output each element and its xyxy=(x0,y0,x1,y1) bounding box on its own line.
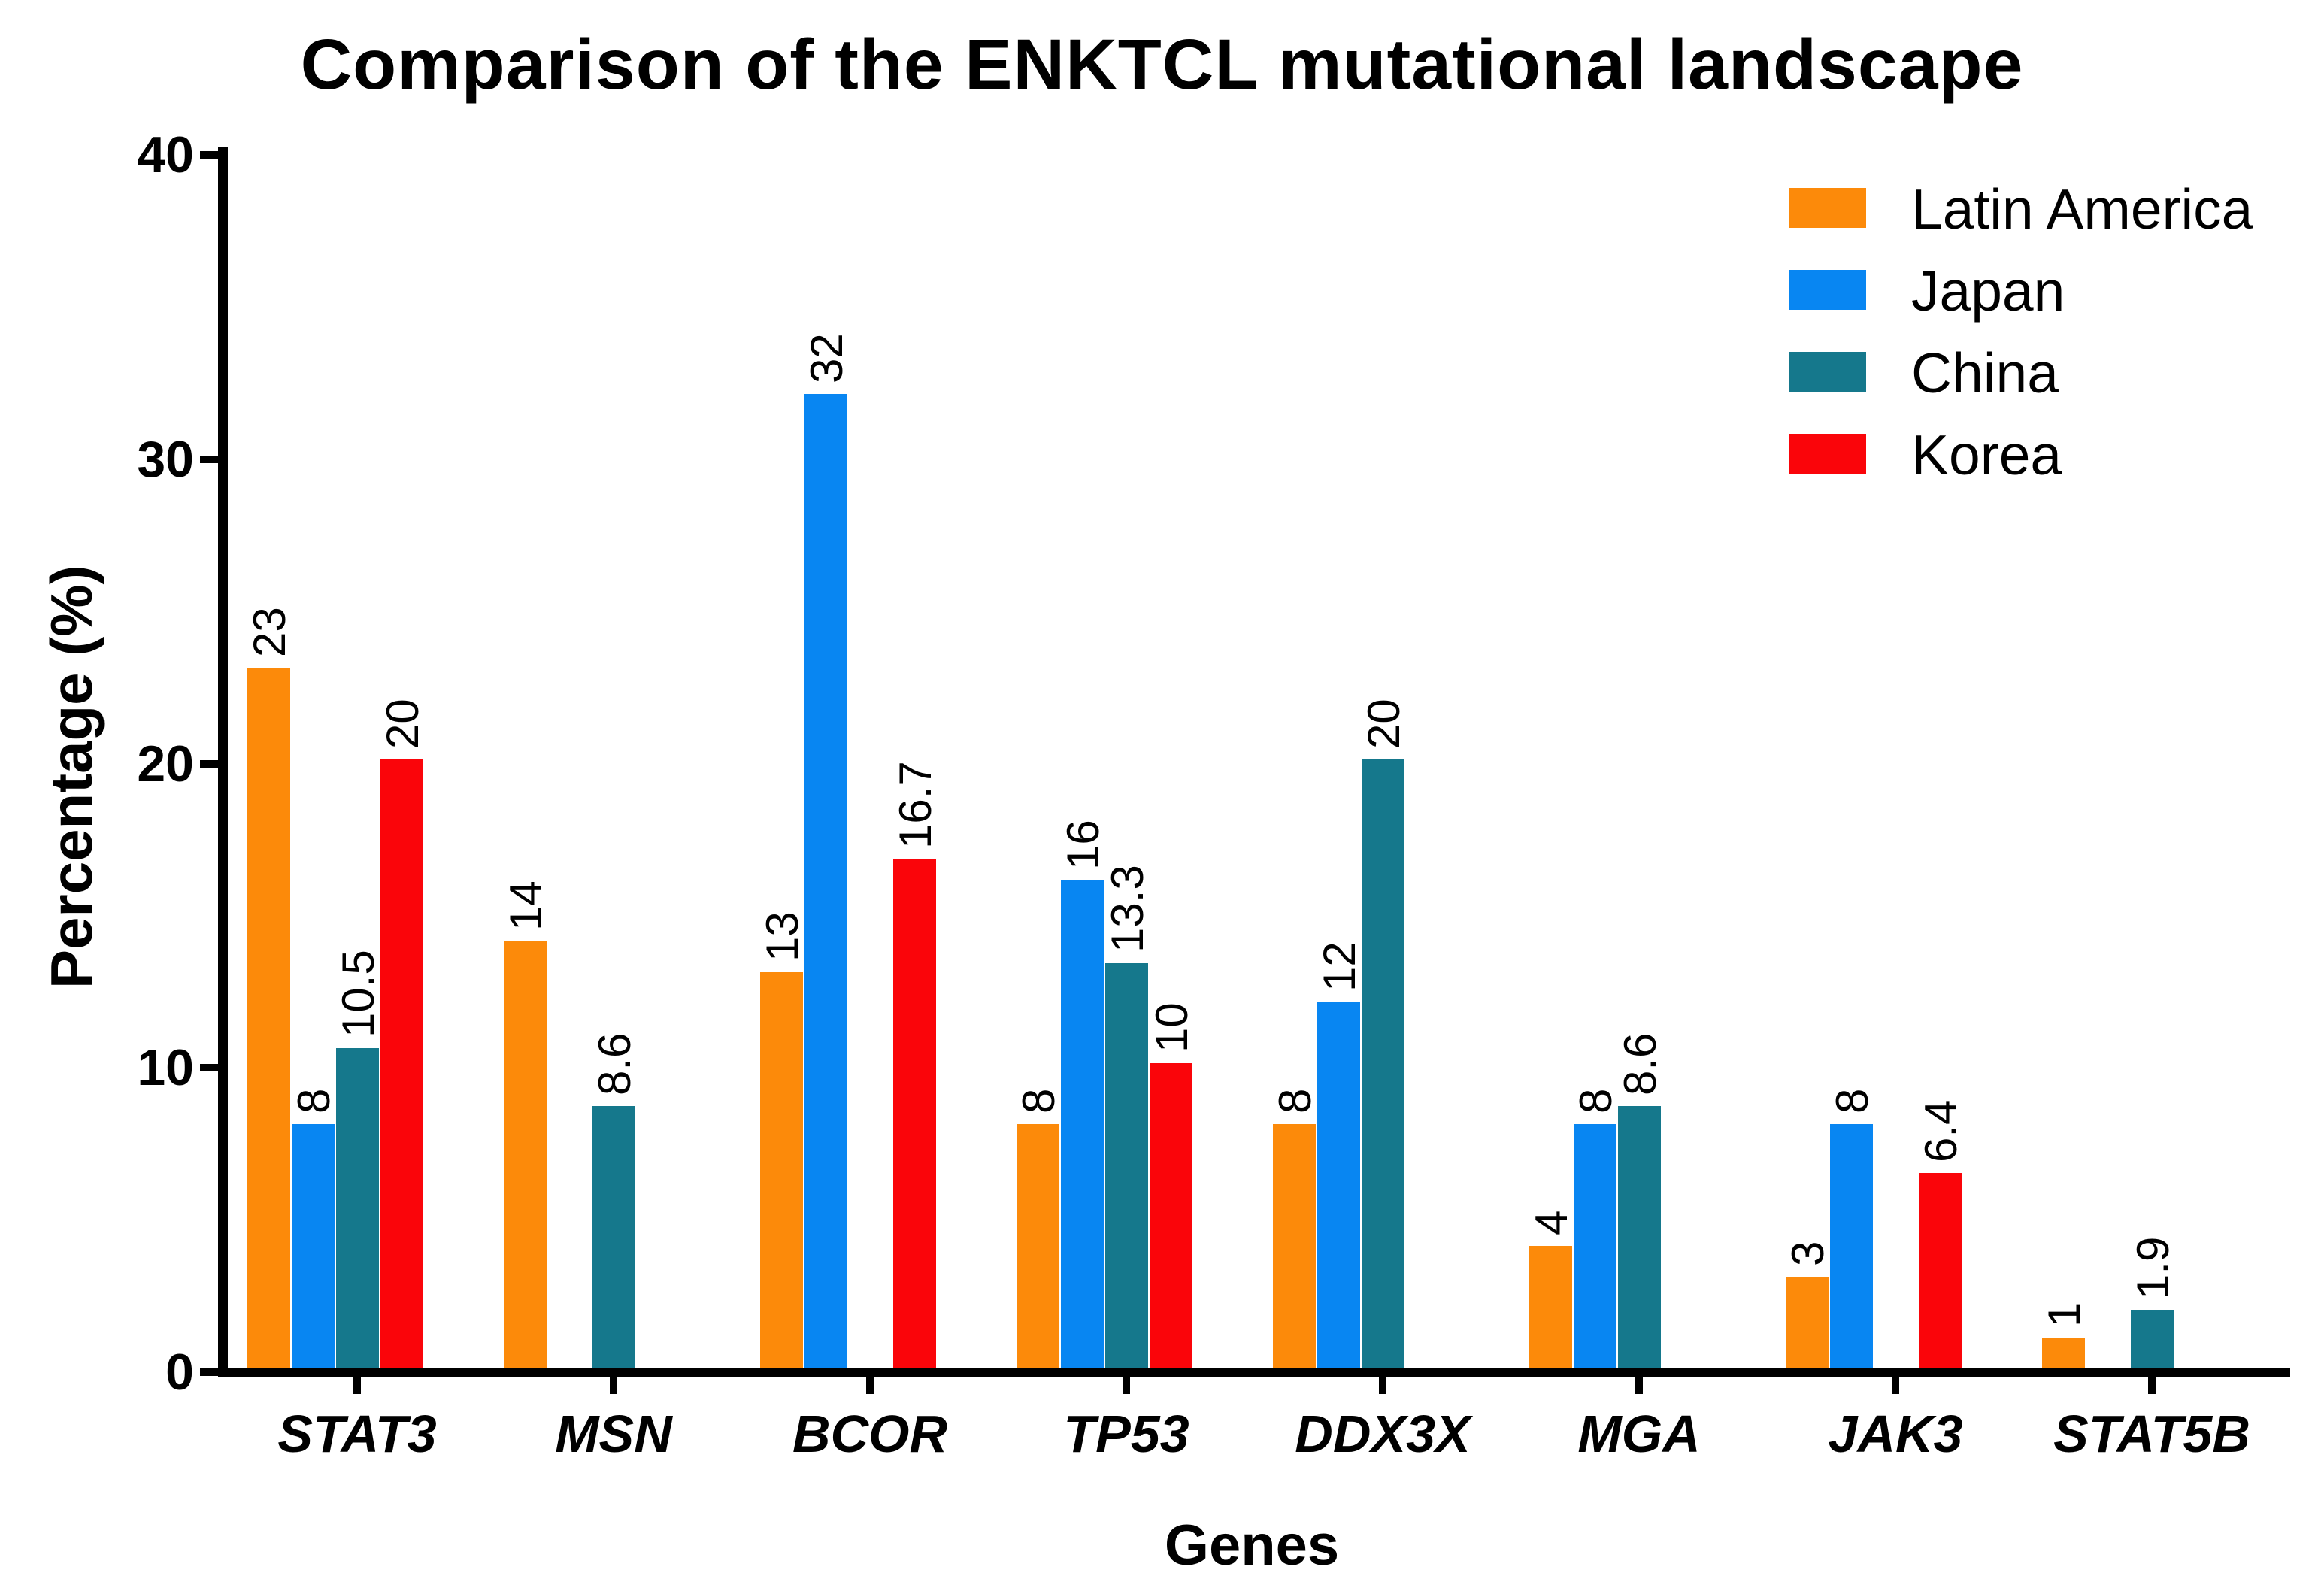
bar-value-label: 8 xyxy=(289,1088,339,1114)
x-tick xyxy=(1123,1377,1130,1394)
bar-latin-america-DDX3X xyxy=(1272,1124,1316,1368)
chart-title: Comparison of the ENKTCL mutational land… xyxy=(300,25,2024,105)
x-tick-label-TP53: TP53 xyxy=(1063,1405,1189,1463)
bar-value-label: 8 xyxy=(1571,1088,1621,1114)
bar-china-TP53 xyxy=(1104,962,1148,1368)
bar-value-label: 4 xyxy=(1526,1210,1577,1236)
y-tick xyxy=(200,759,218,768)
x-tick-label-MSN: MSN xyxy=(555,1405,672,1463)
x-tick xyxy=(353,1377,361,1394)
x-tick-label-BCOR: BCOR xyxy=(792,1405,948,1463)
bar-value-label: 14 xyxy=(501,880,551,932)
bar-japan-DDX3X xyxy=(1317,1002,1360,1368)
bar-value-label: 8.6 xyxy=(589,1032,640,1096)
bar-china-DDX3X xyxy=(1361,759,1404,1368)
y-tick xyxy=(200,151,218,159)
bar-korea-TP53 xyxy=(1149,1063,1192,1368)
x-axis-line xyxy=(218,1368,2290,1377)
x-tick xyxy=(1892,1377,1899,1394)
bar-latin-america-MSN xyxy=(503,941,547,1368)
bar-value-label: 1 xyxy=(2039,1302,2089,1327)
bar-value-label: 23 xyxy=(244,607,295,658)
bar-korea-BCOR xyxy=(892,859,936,1368)
bar-japan-JAK3 xyxy=(1829,1124,1873,1368)
legend-swatch-japan xyxy=(1789,270,1866,310)
bar-value-label: 3 xyxy=(1783,1241,1833,1266)
x-tick xyxy=(866,1377,874,1394)
legend-label: Japan xyxy=(1911,259,2065,323)
bar-value-label: 10.5 xyxy=(333,950,383,1038)
bar-latin-america-MGA xyxy=(1529,1246,1572,1368)
legend-label: China xyxy=(1911,341,2059,405)
bar-japan-BCOR xyxy=(804,393,847,1368)
x-tick xyxy=(1379,1377,1386,1394)
bar-latin-america-STAT3 xyxy=(247,668,290,1368)
bar-value-label: 16 xyxy=(1058,820,1108,871)
bar-china-MGA xyxy=(1617,1105,1661,1368)
x-tick-label-STAT5B: STAT5B xyxy=(2053,1405,2250,1463)
x-tick-label-MGA: MGA xyxy=(1577,1405,1701,1463)
bar-korea-STAT3 xyxy=(380,759,423,1368)
bar-value-label: 8.6 xyxy=(1615,1032,1665,1096)
legend-swatch-korea xyxy=(1789,434,1866,474)
y-tick-label: 10 xyxy=(137,1039,194,1097)
bar-korea-JAK3 xyxy=(1918,1172,1962,1368)
y-axis-line xyxy=(218,147,228,1377)
bar-value-label: 6.4 xyxy=(1916,1099,1966,1162)
bar-china-STAT3 xyxy=(335,1048,379,1368)
y-tick xyxy=(200,1368,218,1376)
y-tick-label: 30 xyxy=(137,430,194,488)
bar-value-label: 8 xyxy=(1270,1088,1320,1114)
x-tick xyxy=(1635,1377,1643,1394)
bar-value-label: 10 xyxy=(1147,1002,1197,1053)
bar-china-STAT5B xyxy=(2130,1310,2174,1368)
bar-china-MSN xyxy=(592,1105,635,1368)
x-tick xyxy=(610,1377,617,1394)
bar-value-label: 13 xyxy=(757,911,807,962)
bar-japan-TP53 xyxy=(1060,880,1104,1368)
bar-value-label: 12 xyxy=(1314,941,1365,992)
bar-latin-america-STAT5B xyxy=(2041,1337,2085,1368)
bar-value-label: 13.3 xyxy=(1102,864,1153,953)
bar-value-label: 16.7 xyxy=(890,761,941,850)
x-tick xyxy=(2148,1377,2156,1394)
bar-latin-america-TP53 xyxy=(1016,1124,1059,1368)
legend-label: Korea xyxy=(1911,423,2062,486)
bar-japan-STAT3 xyxy=(291,1124,335,1368)
bar-value-label: 1.9 xyxy=(2128,1236,2178,1300)
x-tick-label-STAT3: STAT3 xyxy=(277,1405,437,1463)
x-tick-label-DDX3X: DDX3X xyxy=(1295,1405,1471,1463)
bar-value-label: 8 xyxy=(1014,1088,1064,1114)
y-tick xyxy=(200,1064,218,1072)
bar-latin-america-JAK3 xyxy=(1785,1276,1829,1368)
legend-label: Latin America xyxy=(1911,177,2253,241)
x-axis-title: Genes xyxy=(1164,1514,1340,1577)
legend-swatch-china xyxy=(1789,352,1866,392)
y-tick-label: 40 xyxy=(137,126,194,183)
x-tick-label-JAK3: JAK3 xyxy=(1828,1405,1963,1463)
y-tick-label: 0 xyxy=(165,1344,194,1401)
bar-value-label: 8 xyxy=(1827,1088,1877,1114)
bar-japan-MGA xyxy=(1573,1124,1616,1368)
bar-latin-america-BCOR xyxy=(759,971,803,1368)
legend-swatch-latin-america xyxy=(1789,188,1866,228)
y-tick xyxy=(200,455,218,463)
bar-value-label: 20 xyxy=(377,698,428,749)
y-tick-label: 20 xyxy=(137,735,194,792)
bar-value-label: 32 xyxy=(801,333,852,383)
bar-value-label: 20 xyxy=(1359,698,1409,749)
